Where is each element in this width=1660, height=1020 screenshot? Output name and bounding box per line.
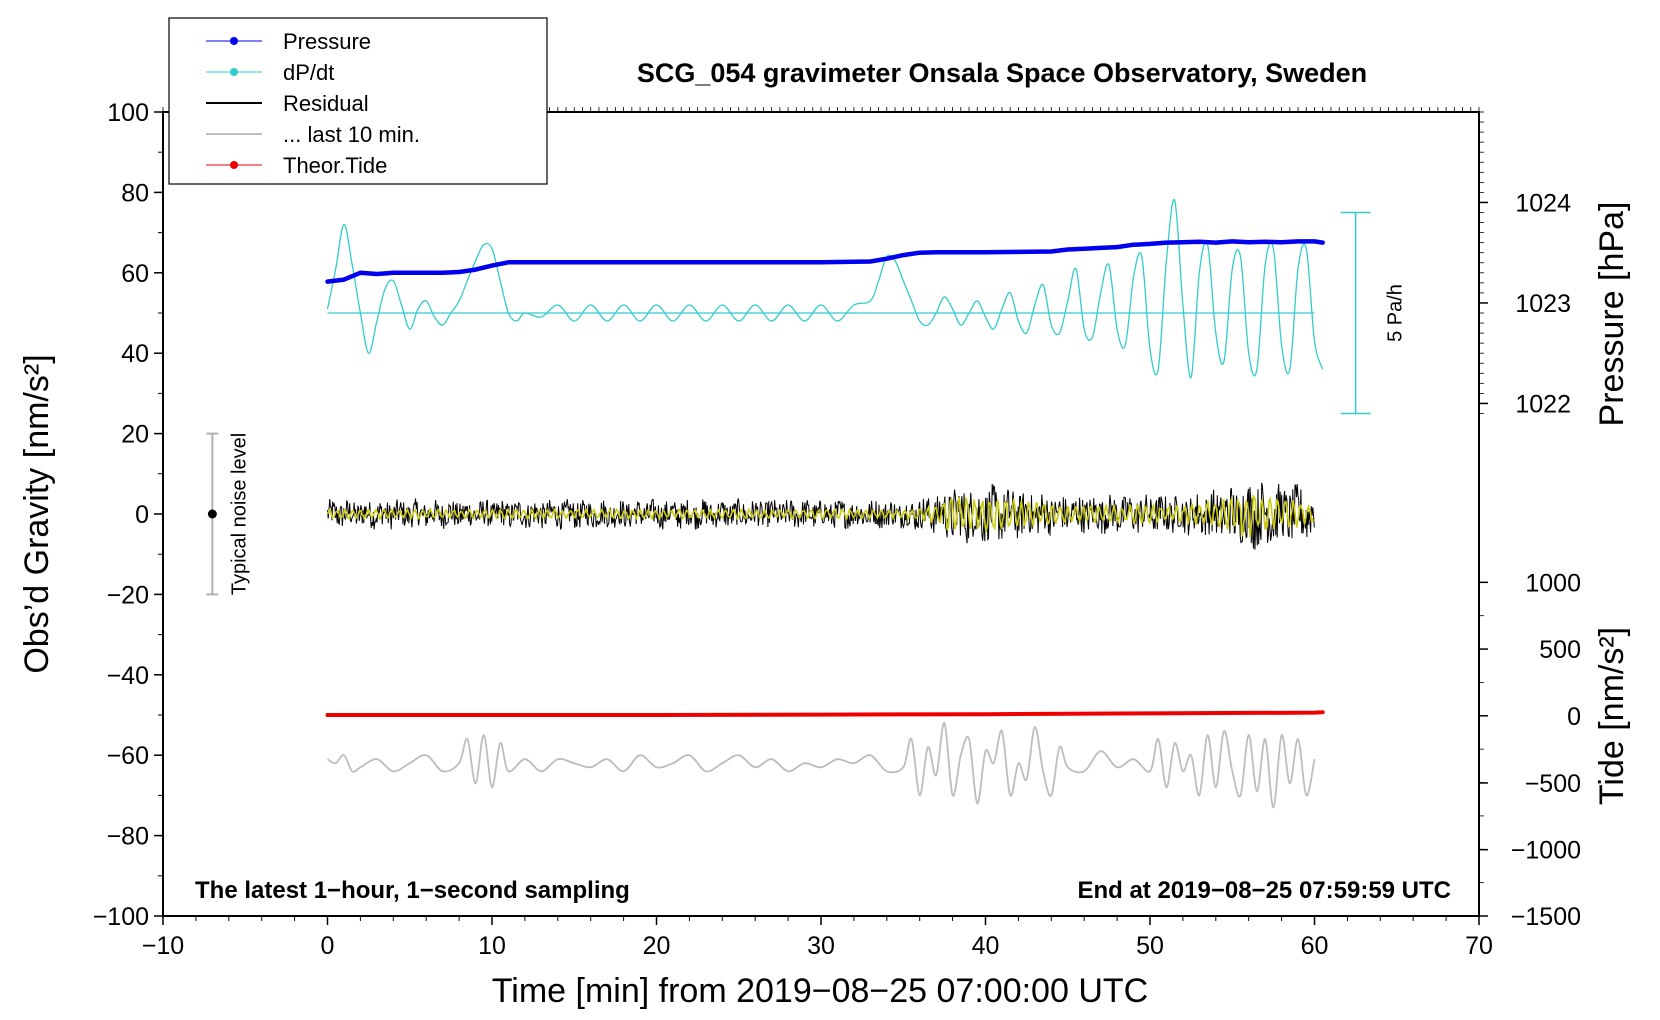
residual-smoothed-line (326, 493, 1315, 538)
legend-label: Pressure (283, 29, 371, 54)
residual-series-line (327, 482, 1315, 550)
series-layer (325, 198, 1325, 809)
x-tick-label: 20 (643, 932, 671, 960)
theor-tide-series-line (325, 710, 1325, 717)
legend-label: Theor.Tide (283, 153, 387, 178)
tide-tick-label: −500 (1525, 770, 1581, 798)
y-tick-label-left: −20 (107, 581, 149, 609)
x-tick-label: 50 (1136, 932, 1164, 960)
pressure-tick-label: 1024 (1515, 189, 1571, 217)
annotation-sampling: The latest 1−hour, 1−second sampling (195, 877, 630, 904)
y-tick-label-left: 80 (121, 179, 149, 207)
x-axis-title: Time [min] from 2019−08−25 07:00:00 UTC (492, 972, 1148, 1010)
legend-swatch-dot (230, 37, 238, 45)
y-tick-label-left: −80 (107, 823, 149, 851)
x-tick-label: −10 (142, 932, 184, 960)
axes-layer: −10 0 10 20 30 40 50 60 70100806040200−20−40−60−… (93, 99, 1581, 960)
legend-label: dP/dt (283, 60, 334, 85)
pressure-tick-label: 1023 (1515, 290, 1571, 318)
y-tick-label-left: 0 (135, 501, 149, 529)
tide-tick-label: 500 (1539, 636, 1581, 664)
noise-bar-dot (207, 509, 217, 519)
tide-tick-label: 1000 (1525, 569, 1581, 597)
legend-label: ... last 10 min. (283, 122, 420, 147)
legend-box (168, 17, 548, 185)
y-tick-label-left: −100 (93, 903, 149, 931)
tide-tick-label: 0 (1567, 703, 1581, 731)
y-tick-label-left: 100 (107, 99, 149, 127)
tide-tick-label: −1500 (1511, 903, 1581, 931)
pressure-series-line (325, 239, 1325, 284)
y-axis-title-tide: Tide [nm/s²] (1593, 627, 1631, 805)
y-tick-label-left: −60 (107, 742, 149, 770)
x-tick-label: 0 (321, 932, 335, 960)
legend-swatch-dot (230, 161, 238, 169)
annotation-end-time: End at 2019−08−25 07:59:59 UTC (1077, 877, 1451, 904)
dpdt-scale-label: 5 Pa/h (1385, 284, 1407, 342)
annotation-layer: Typical noise level 5 Pa/h (206, 211, 1407, 596)
y-axis-title-pressure: Pressure [hPa] (1593, 202, 1631, 427)
legend-swatch-dot (230, 68, 238, 76)
pressure-tick-label: 1022 (1515, 390, 1571, 418)
dpdt-series-line (326, 198, 1324, 379)
y-tick-label-left: 60 (121, 260, 149, 288)
y-tick-label-left: 20 (121, 421, 149, 449)
y-tick-label-left: 40 (121, 340, 149, 368)
x-tick-label: 30 (807, 932, 835, 960)
chart-title: SCG_054 gravimeter Onsala Space Observat… (637, 58, 1367, 88)
x-tick-label: 40 (972, 932, 1000, 960)
x-tick-label: 10 (478, 932, 506, 960)
y-tick-label-left: −40 (107, 662, 149, 690)
y-axis-title-left: Obs’d Gravity [nm/s²] (18, 354, 56, 673)
legend: Pressure dP/dt Residual ... last 10 min. The… (168, 17, 548, 185)
x-tick-label: 70 (1465, 932, 1493, 960)
tide-tick-label: −1000 (1511, 837, 1581, 865)
legend-label: Residual (283, 91, 369, 116)
noise-level-label: Typical noise level (228, 433, 250, 595)
last-10-min-series-line (327, 722, 1316, 809)
x-tick-label: 60 (1301, 932, 1329, 960)
